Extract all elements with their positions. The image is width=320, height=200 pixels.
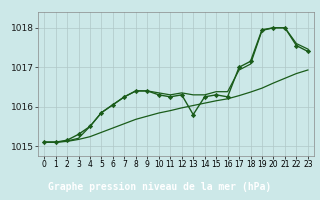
Text: Graphe pression niveau de la mer (hPa): Graphe pression niveau de la mer (hPa) [48, 182, 272, 192]
